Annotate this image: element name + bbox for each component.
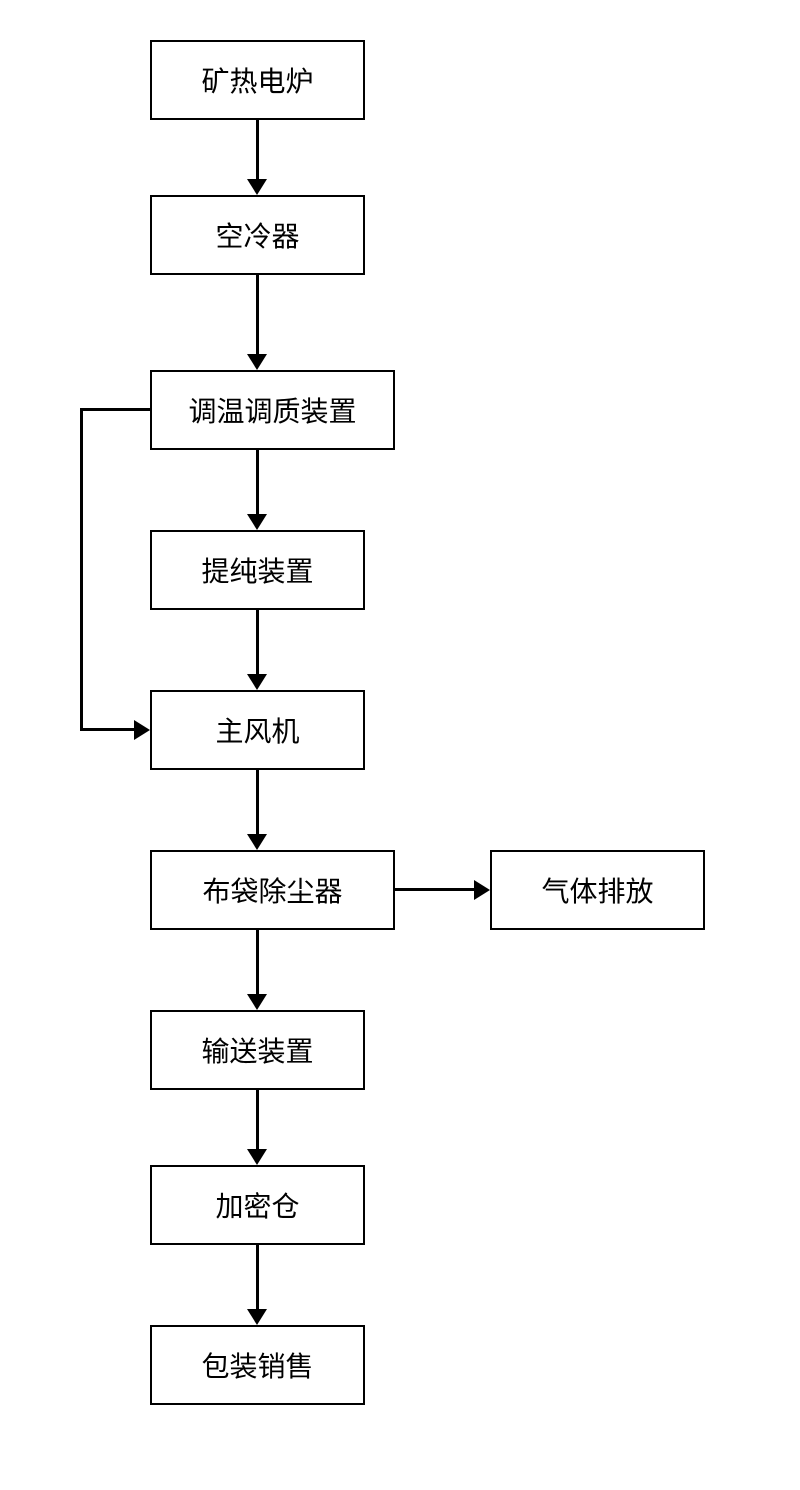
feedback-line-h2 [80, 728, 134, 731]
arrow-line [256, 120, 259, 179]
arrow-head [247, 674, 267, 690]
arrow-line [256, 450, 259, 514]
node-label: 调温调质装置 [188, 390, 356, 430]
arrow-line [256, 275, 259, 354]
feedback-line-v [80, 408, 83, 730]
arrow-line [395, 888, 474, 891]
node-purify: 提纯装置 [150, 530, 365, 610]
feedback-line-h1 [80, 408, 150, 411]
arrow-head [474, 880, 490, 900]
node-air-cooler: 空冷器 [150, 195, 365, 275]
node-conveyor: 输送装置 [150, 1010, 365, 1090]
node-label: 气体排放 [541, 870, 653, 910]
node-furnace: 矿热电炉 [150, 40, 365, 120]
feedback-arrow-head [134, 720, 150, 740]
node-main-fan: 主风机 [150, 690, 365, 770]
arrow-head [247, 834, 267, 850]
node-label: 加密仓 [215, 1185, 299, 1225]
arrow-head [247, 354, 267, 370]
arrow-head [247, 1309, 267, 1325]
arrow-line [256, 930, 259, 994]
node-gas-emission: 气体排放 [490, 850, 705, 930]
arrow-head [247, 994, 267, 1010]
node-label: 空冷器 [215, 215, 299, 255]
node-label: 提纯装置 [201, 550, 313, 590]
arrow-line [256, 1245, 259, 1309]
node-label: 布袋除尘器 [202, 870, 342, 910]
node-label: 主风机 [215, 710, 299, 750]
node-package-sale: 包装销售 [150, 1325, 365, 1405]
arrow-head [247, 514, 267, 530]
node-bag-filter: 布袋除尘器 [150, 850, 395, 930]
flowchart-container: 矿热电炉 空冷器 调温调质装置 提纯装置 主风机 布袋除尘器 气体排放 [0, 0, 800, 1490]
node-temp-adjust: 调温调质装置 [150, 370, 395, 450]
arrow-line [256, 610, 259, 674]
node-label: 输送装置 [201, 1030, 313, 1070]
arrow-line [256, 770, 259, 834]
arrow-head [247, 179, 267, 195]
node-label: 矿热电炉 [201, 60, 313, 100]
arrow-head [247, 1149, 267, 1165]
node-label: 包装销售 [201, 1345, 313, 1385]
arrow-line [256, 1090, 259, 1149]
node-dense-bin: 加密仓 [150, 1165, 365, 1245]
